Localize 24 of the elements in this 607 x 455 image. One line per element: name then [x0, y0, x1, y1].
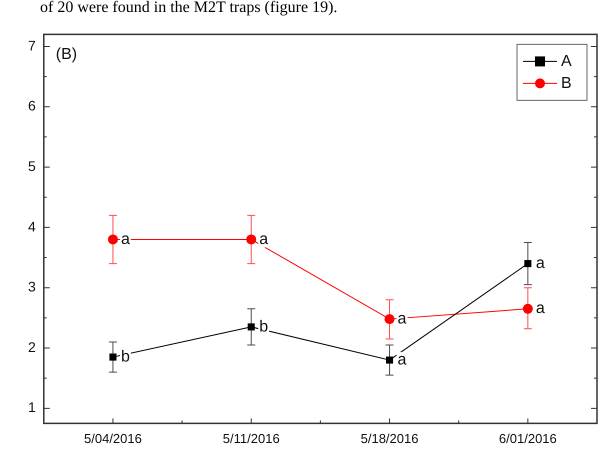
y-tick-label: 5	[28, 158, 36, 174]
annotation: (B)	[56, 46, 78, 63]
annotation: b	[120, 348, 130, 366]
y-tick-label: 3	[28, 278, 36, 295]
annotation: a	[398, 351, 407, 368]
y-tick-label: 7	[28, 37, 36, 54]
legend-label: B	[561, 74, 572, 92]
x-tick-label: 5/04/2016	[84, 430, 142, 446]
y-tick-label: 6	[28, 98, 36, 114]
annotation: a	[259, 230, 268, 248]
x-tick-label: 6/01/2016	[498, 430, 557, 446]
x-tick-label: 5/18/2016	[360, 430, 418, 446]
annotation: a	[398, 310, 407, 328]
point	[248, 323, 255, 330]
x-tick-label: 5/11/2016	[222, 430, 280, 446]
annotation: b	[259, 318, 268, 336]
annotation: a	[120, 230, 130, 248]
y-tick-label: 4	[28, 218, 36, 234]
y-tick-label: 1	[28, 399, 36, 416]
y-tick-label: 2	[28, 338, 36, 355]
annotation: a	[536, 254, 545, 272]
legend-label: A	[561, 52, 572, 70]
text: of 20 were found in the M2T traps (figure 19).	[39, 0, 338, 18]
annotation: a	[536, 300, 545, 318]
